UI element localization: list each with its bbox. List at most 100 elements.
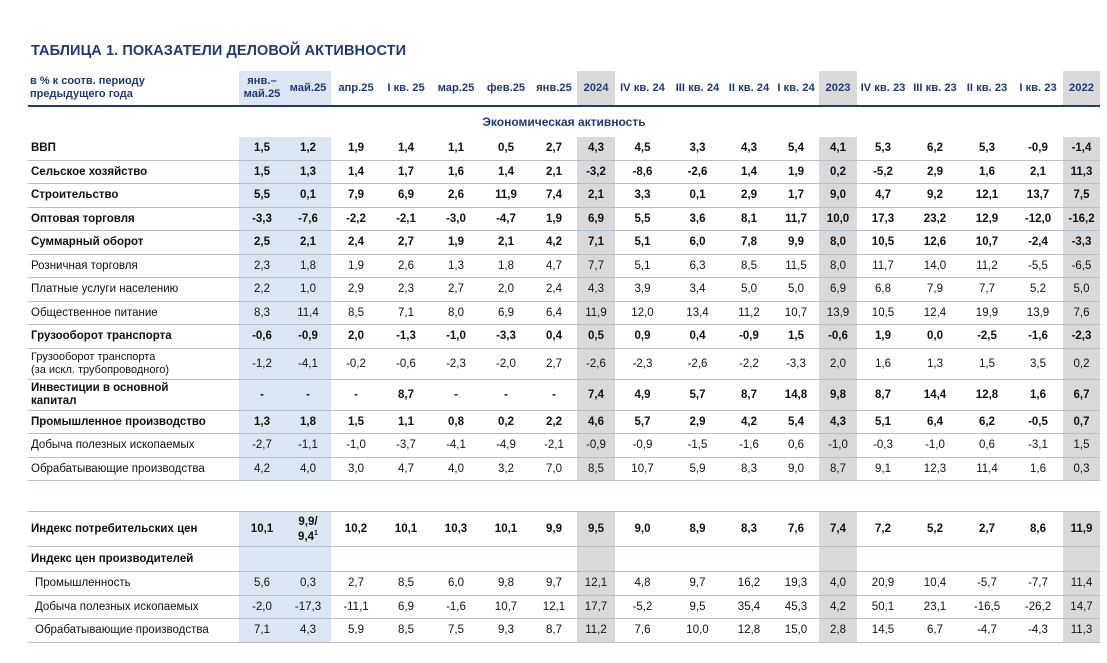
table-cell: 14,7 <box>1063 595 1100 619</box>
table-cell: 12,4 <box>909 301 961 325</box>
table-cell: 13,7 <box>1013 183 1063 208</box>
table-cell: 8,6 <box>1013 511 1063 547</box>
table-cell: 11,9 <box>577 301 615 325</box>
table-cell: -2,6 <box>670 348 725 380</box>
table-cell: -0,9 <box>1013 137 1063 161</box>
table-cell: 6,7 <box>1063 379 1100 411</box>
empty-cell <box>331 546 381 572</box>
table-cell: 5,1 <box>615 254 670 278</box>
table-cell: 12,6 <box>909 230 961 255</box>
table-cell: 5,2 <box>1013 277 1063 302</box>
column-header: III кв. 24 <box>670 71 725 107</box>
table-cell: 23,2 <box>909 207 961 231</box>
table-cell: 7,4 <box>577 379 615 411</box>
table-cell: 5,7 <box>670 379 725 411</box>
empty-cell <box>381 546 431 572</box>
table-cell: 1,8 <box>481 254 531 278</box>
table-cell: 14,4 <box>909 379 961 411</box>
row-label: Сельское хозяйство <box>28 160 239 184</box>
table-cell: 5,2 <box>909 511 961 547</box>
table-cell: 0,4 <box>670 324 725 349</box>
table-cell: -1,6 <box>725 433 773 458</box>
spacer-cell <box>531 480 577 512</box>
table-cell: -7,6 <box>285 207 331 231</box>
table-cell: -2,2 <box>331 207 381 231</box>
table-cell: 7,5 <box>1063 183 1100 208</box>
table-cell: 7,2 <box>857 511 909 547</box>
table-cell: 5,1 <box>615 230 670 255</box>
table-cell: 8,3 <box>239 301 285 325</box>
header-label: в % к соотв. периоду предыдущего года <box>28 71 239 107</box>
table-cell: 7,1 <box>381 301 431 325</box>
table-cell: 6,9 <box>819 277 857 302</box>
row-label: Платные услуги населению <box>28 277 239 302</box>
table-cell: -5,2 <box>615 595 670 619</box>
row-label: Промышленность <box>28 571 239 596</box>
table-cell: -1,0 <box>909 433 961 458</box>
table-cell: 7,9 <box>331 183 381 208</box>
table-cell: -0,9 <box>285 324 331 349</box>
table-cell: -16,2 <box>1063 207 1100 231</box>
table-cell: 4,6 <box>577 410 615 434</box>
table-cell: 9,8 <box>481 571 531 596</box>
empty-cell <box>909 546 961 572</box>
table-cell: -3,0 <box>431 207 481 231</box>
spacer-cell <box>239 480 285 512</box>
table-cell: 8,5 <box>331 301 381 325</box>
table-cell: 0,6 <box>773 433 819 458</box>
row-label: Инвестиции в основной капитал <box>28 379 239 411</box>
table-row: Суммарный оборот 2,5 2,1 2,4 2,7 1,9 2,1 4,2 7,1… <box>28 230 1100 255</box>
cpi-may-first: 9,9/ <box>298 515 318 528</box>
table-cell: 0,9 <box>615 324 670 349</box>
table-cell: - <box>239 379 285 411</box>
table-cell: 5,3 <box>961 137 1013 161</box>
table-cell: 5,6 <box>239 571 285 596</box>
table-cell: 1,3 <box>431 254 481 278</box>
row-label: Грузооборот транспорта (за искл. трубопр… <box>28 348 239 380</box>
table-cell: 8,7 <box>531 618 577 643</box>
table-cell: -5,2 <box>857 160 909 184</box>
table-cell: 35,4 <box>725 595 773 619</box>
table-cell: 19,9 <box>961 301 1013 325</box>
table-cell: - <box>431 379 481 411</box>
table-cell: 1,8 <box>285 410 331 434</box>
table-cell: 10,0 <box>670 618 725 643</box>
table-cell: 2,4 <box>331 230 381 255</box>
spacer-cell <box>381 480 431 512</box>
table-cell: -5,7 <box>961 571 1013 596</box>
table-cell: 8,7 <box>725 379 773 411</box>
spacer-cell <box>1063 480 1100 512</box>
table-cell: 1,7 <box>773 183 819 208</box>
table-cell: - <box>481 379 531 411</box>
table-cell: 11,2 <box>961 254 1013 278</box>
table-cell: 9,9/9,41 <box>285 511 331 547</box>
table-cell: -6,5 <box>1063 254 1100 278</box>
column-header: II кв. 24 <box>725 71 773 107</box>
column-header: 2022 <box>1063 71 1100 107</box>
table-cell: 4,3 <box>819 410 857 434</box>
table-cell: 6,2 <box>961 410 1013 434</box>
table-cell: 2,9 <box>725 183 773 208</box>
cpi-may-second: 9,4 <box>298 530 315 543</box>
spacer-cell <box>481 480 531 512</box>
table-cell: 7,8 <box>725 230 773 255</box>
column-header: апр.25 <box>331 71 381 107</box>
table-cell: 4,2 <box>819 595 857 619</box>
table-cell: 5,4 <box>773 410 819 434</box>
table-row: Строительство 5,5 0,1 7,9 6,9 2,6 11,9 7,4 2,1 3,… <box>28 183 1100 208</box>
table-cell: 1,5 <box>1063 433 1100 458</box>
table-cell: 1,5 <box>239 160 285 184</box>
table-cell: -2,0 <box>239 595 285 619</box>
empty-cell <box>725 546 773 572</box>
table-cell: -2,3 <box>431 348 481 380</box>
row-label: Обрабатывающие производства <box>28 457 239 481</box>
table-cell: 13,4 <box>670 301 725 325</box>
table-row: Промышленность 5,6 0,3 2,7 8,5 6,0 9,8 9,7 12,1 4… <box>28 571 1100 596</box>
empty-cell <box>961 546 1013 572</box>
column-header: I кв. 24 <box>773 71 819 107</box>
table-cell: 6,9 <box>381 595 431 619</box>
table-cell: 17,7 <box>577 595 615 619</box>
table-cell: 20,9 <box>857 571 909 596</box>
column-header: 2023 <box>819 71 857 107</box>
table-cell: 3,3 <box>615 183 670 208</box>
